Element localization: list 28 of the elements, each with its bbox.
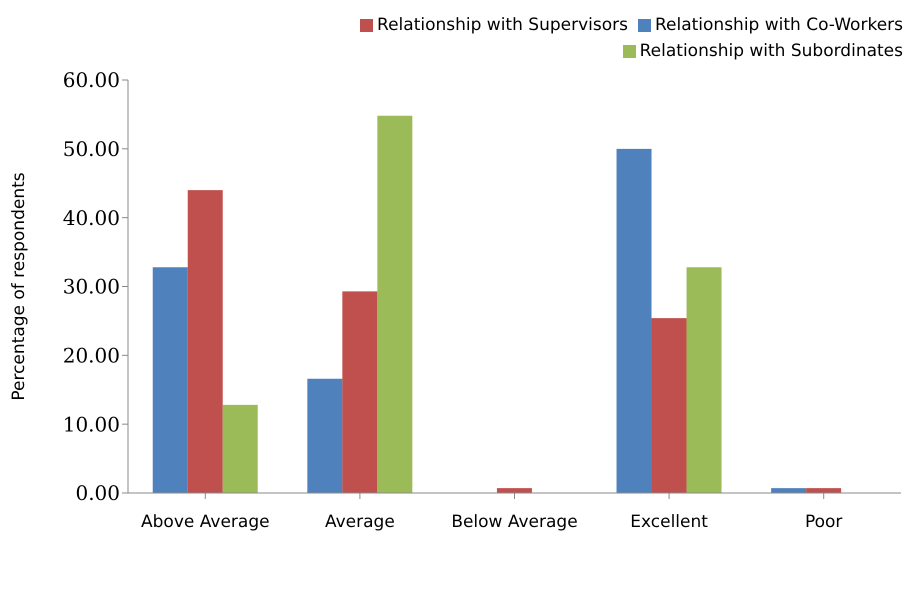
x-tick-label: Average xyxy=(324,512,395,532)
bar xyxy=(806,488,842,493)
x-tick-label: Poor xyxy=(804,512,842,532)
y-tick-label: 20.00 xyxy=(62,343,120,368)
x-tick-label: Excellent xyxy=(630,512,708,532)
legend-label: Relationship with Subordinates xyxy=(640,41,903,61)
y-tick-label: 60.00 xyxy=(62,68,120,92)
bar xyxy=(652,318,687,493)
bar xyxy=(771,488,806,493)
legend-label: Relationship with Supervisors xyxy=(377,15,628,35)
y-tick-label: 0.00 xyxy=(75,481,120,506)
x-tick-label: Below Average xyxy=(451,512,578,532)
y-tick-label: 10.00 xyxy=(62,412,120,436)
x-tick-label: Above Average xyxy=(141,512,270,532)
bar xyxy=(342,291,378,493)
bar xyxy=(496,488,532,493)
y-tick-label: 30.00 xyxy=(62,274,120,299)
bar xyxy=(616,148,652,493)
bar xyxy=(222,404,258,493)
bar xyxy=(188,190,223,493)
y-axis-title: Percentage of respondents xyxy=(9,172,30,401)
y-tick-label: 50.00 xyxy=(62,136,120,161)
bar xyxy=(307,378,342,493)
y-tick-label: 40.00 xyxy=(62,206,120,230)
bar xyxy=(686,267,722,493)
bar xyxy=(377,116,412,493)
bar xyxy=(152,267,188,493)
legend-label: Relationship with Co-Workers xyxy=(654,15,903,35)
